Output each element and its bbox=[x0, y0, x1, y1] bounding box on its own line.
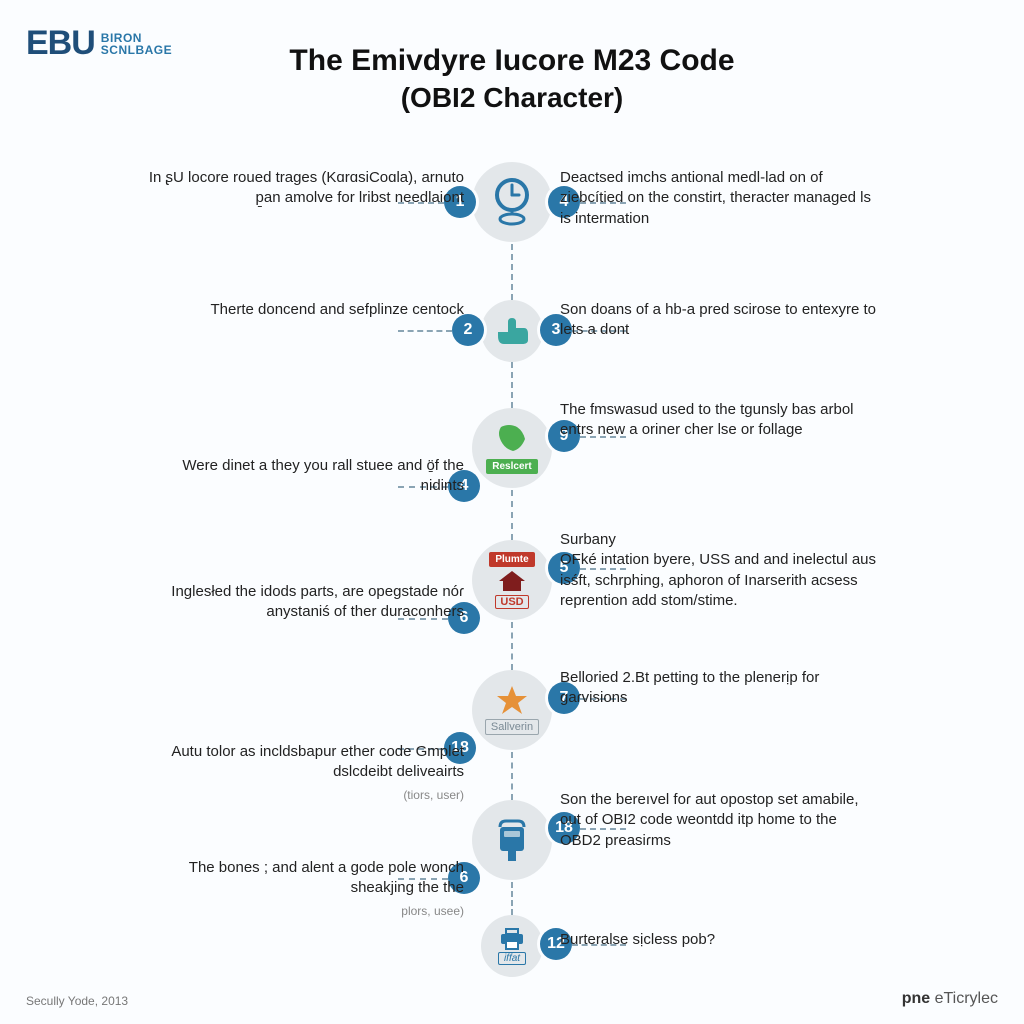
step-text-r2: Son doans of a hb-a pred scirose to ente… bbox=[560, 300, 880, 341]
node-pill-plumte: Plumte bbox=[489, 552, 534, 567]
node-pill-usd: USD bbox=[495, 595, 528, 609]
step-text-l1: In ʂU locore roued trages (KɑrɑsiCoɑla),… bbox=[144, 168, 464, 209]
step-text-l3: Were dinet a they you rall stuee and ö̱f… bbox=[144, 456, 464, 497]
timeline-node-3: Reslcert bbox=[472, 408, 552, 488]
step-text-r3: The fmswasud used to the tgunsly bas arb… bbox=[560, 400, 880, 441]
footer-credit: Secully Yode, 2013 bbox=[26, 994, 128, 1008]
timeline-node-6 bbox=[472, 800, 552, 880]
step-text-l6: The bones ; and alent a gode pole wonch … bbox=[144, 858, 464, 919]
printer-icon bbox=[498, 928, 526, 950]
node-pill-iffat: iffat bbox=[498, 952, 526, 965]
title-line-2: (OBI2 Character) bbox=[0, 82, 1024, 114]
footer-brand: pne eTicrylec bbox=[902, 990, 998, 1008]
step-text-r5: Belloried 2.Bt petting to the plenerịp f… bbox=[560, 668, 880, 709]
spine-connector bbox=[511, 244, 513, 300]
spine-connector bbox=[511, 490, 513, 540]
star-icon bbox=[496, 685, 528, 715]
step-text-l2: Therte doncend and sefplinze centock bbox=[144, 300, 464, 320]
spine-connector bbox=[511, 882, 513, 915]
step-text-r7: Burteralse sịcless pob? bbox=[560, 930, 880, 950]
spine-connector bbox=[511, 362, 513, 408]
step-text-l4: Inglesłed the idods parts, are opegstade… bbox=[144, 582, 464, 623]
timeline-node-2 bbox=[481, 300, 543, 362]
step-text-r1: Deactsed imchs antional medl-lad on of z… bbox=[560, 168, 880, 229]
timeline-node-4: Plumte USD bbox=[472, 540, 552, 620]
connector bbox=[398, 330, 452, 332]
node-pill-reslcert: Reslcert bbox=[486, 459, 537, 474]
timeline-node-1 bbox=[472, 162, 552, 242]
hand-point-icon bbox=[494, 316, 530, 346]
spine-connector bbox=[511, 752, 513, 800]
step-text-r4: Surbany OFké intation byere, USS and and… bbox=[560, 530, 880, 611]
page-title: The Emivdyre Iucore M23 Code (OBI2 Chara… bbox=[0, 44, 1024, 114]
clock-magnifier-icon bbox=[488, 175, 536, 229]
timeline-node-7: iffat bbox=[481, 915, 543, 977]
title-line-1: The Emivdyre Iucore M23 Code bbox=[0, 44, 1024, 78]
mailbox-icon bbox=[492, 817, 532, 863]
spine-connector bbox=[511, 622, 513, 670]
house-icon bbox=[497, 569, 527, 593]
timeline-node-5: Sallverin bbox=[472, 670, 552, 750]
step-text-r6: Son the bereıvel foɾ aut opostop set ama… bbox=[560, 790, 880, 851]
map-region-icon bbox=[495, 423, 529, 455]
node-pill-sallverin: Sallverin bbox=[485, 719, 539, 735]
step-text-l5: Autu tolor as incldsbapur ether code Gmp… bbox=[144, 742, 464, 803]
